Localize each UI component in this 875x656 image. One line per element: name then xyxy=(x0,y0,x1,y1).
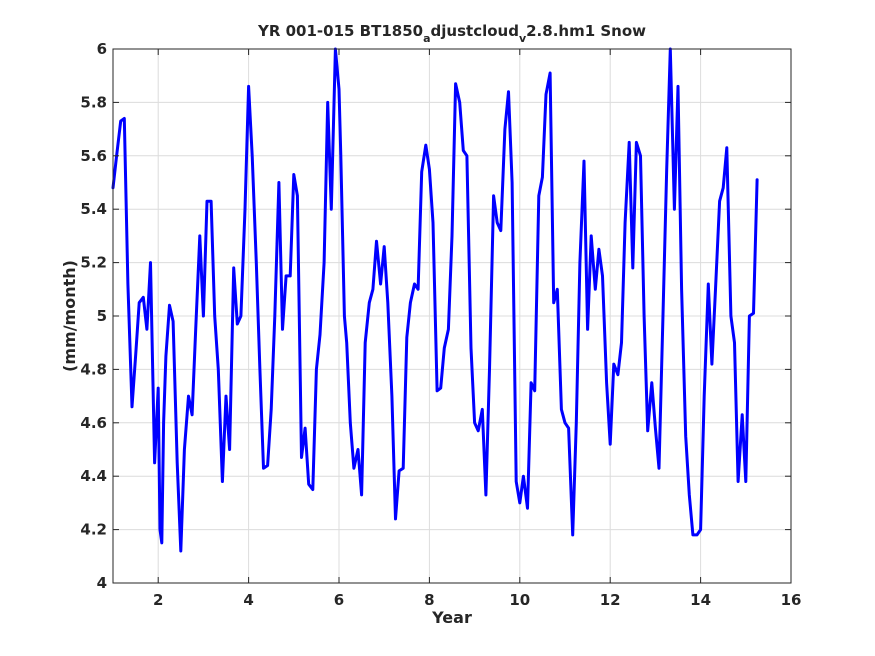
y-tick-labels: 4 4.2 4.4 4.6 4.8 5 5.2 5.4 5.6 5.8 6 xyxy=(80,40,107,592)
x-tick-labels: 2 4 6 8 10 12 14 16 xyxy=(153,591,801,609)
x-tick-label: 12 xyxy=(600,591,621,609)
x-tick-label: 6 xyxy=(334,591,344,609)
y-tick-label: 4.8 xyxy=(80,360,107,378)
y-tick-label: 4 xyxy=(97,574,107,592)
title-subscript-v: v xyxy=(519,32,527,45)
y-tick-label: 5.2 xyxy=(80,254,107,272)
x-tick-label: 10 xyxy=(509,591,530,609)
x-tick-label: 2 xyxy=(153,591,163,609)
title-suffix: 2.8.hm1 Snow xyxy=(526,22,646,40)
x-tick-label: 16 xyxy=(781,591,802,609)
title-prefix: YR 001-015 BT1850 xyxy=(257,22,423,40)
y-tick-label: 5.8 xyxy=(80,93,107,111)
series-line xyxy=(111,47,759,553)
y-tick-label: 5.4 xyxy=(80,200,107,218)
chart-title: YR 001-015 BT1850adjustcloudv2.8.hm1 Sno… xyxy=(257,22,646,45)
y-tick-label: 5.6 xyxy=(80,147,107,165)
title-subscript-a: a xyxy=(423,32,430,45)
x-axis-label: Year xyxy=(431,608,472,627)
y-tick-label: 4.6 xyxy=(80,414,107,432)
y-axis-label: (mm/month) xyxy=(60,260,79,372)
y-tick-label: 4.2 xyxy=(80,521,107,539)
x-tick-label: 14 xyxy=(690,591,711,609)
x-tick-label: 4 xyxy=(243,591,253,609)
title-mid: djustcloud xyxy=(431,22,519,40)
y-tick-label: 4.4 xyxy=(80,467,107,485)
ticks xyxy=(113,48,792,584)
y-tick-label: 5 xyxy=(97,307,107,325)
x-tick-label: 8 xyxy=(424,591,434,609)
y-tick-label: 6 xyxy=(97,40,107,58)
